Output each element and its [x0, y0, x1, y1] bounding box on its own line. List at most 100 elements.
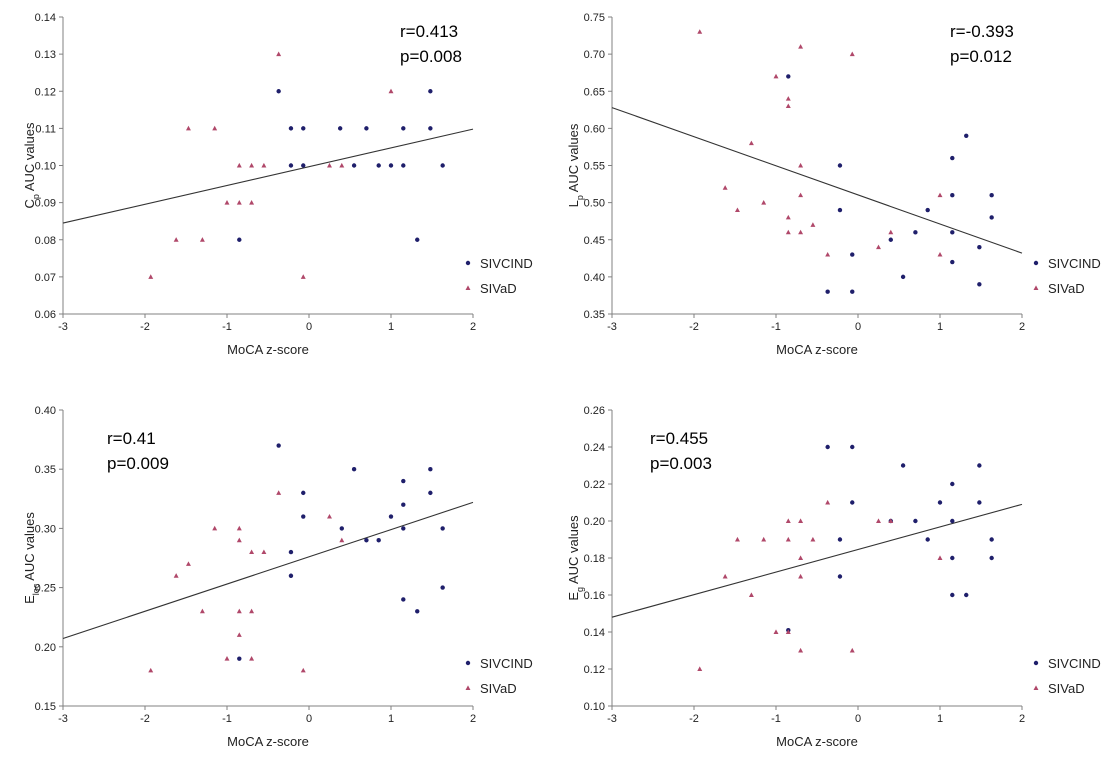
y-tick-label: 0.20 — [35, 642, 56, 654]
chart-panel-top-right: 0.350.400.450.500.550.600.650.700.75-3 -2… — [566, 12, 1101, 357]
x-tick-label: -1 — [771, 713, 781, 725]
point-sivcind — [377, 163, 381, 167]
y-axis-title: Eg AUC values — [566, 515, 585, 601]
x-axis-title: MoCA z-score — [776, 342, 858, 357]
point-sivcind — [364, 538, 368, 542]
point-sivad — [749, 592, 754, 597]
point-sivad — [798, 230, 803, 235]
x-tick-label: -1 — [222, 713, 232, 725]
point-sivcind — [301, 491, 305, 495]
point-sivcind — [301, 514, 305, 518]
stat-r: r=0.413 — [400, 22, 458, 41]
point-sivad — [389, 89, 394, 94]
point-sivad — [938, 555, 943, 560]
x-tick-label: 0 — [855, 713, 861, 725]
point-sivad — [786, 96, 791, 101]
point-sivcind — [825, 445, 829, 449]
x-tick-label: -1 — [771, 321, 781, 333]
y-tick-label: 0.11 — [35, 123, 56, 135]
point-sivcind — [428, 467, 432, 471]
point-sivad — [237, 632, 242, 637]
stat-r: r=-0.393 — [950, 22, 1014, 41]
y-tick-label: 0.10 — [584, 701, 605, 713]
point-sivad — [850, 52, 855, 57]
point-sivad — [786, 230, 791, 235]
point-sivad — [938, 252, 943, 257]
x-tick-label: -2 — [689, 321, 699, 333]
point-sivcind — [850, 252, 854, 256]
point-sivad — [200, 609, 205, 614]
point-sivcind — [401, 126, 405, 130]
point-sivad — [761, 200, 766, 205]
point-sivad — [810, 222, 815, 227]
point-sivcind — [989, 537, 993, 541]
point-sivcind — [977, 463, 981, 467]
point-sivcind — [950, 556, 954, 560]
point-sivcind — [338, 126, 342, 130]
point-sivad — [237, 609, 242, 614]
y-tick-label: 0.40 — [35, 405, 56, 417]
y-tick-label: 0.26 — [584, 405, 605, 417]
point-sivad — [237, 200, 242, 205]
point-sivcind — [237, 656, 241, 660]
point-sivad — [339, 538, 344, 543]
point-sivad — [825, 252, 830, 257]
point-sivcind — [913, 519, 917, 523]
point-sivcind — [977, 282, 981, 286]
x-tick-label: -2 — [689, 713, 699, 725]
y-tick-label: 0.35 — [584, 309, 605, 321]
point-sivad — [237, 538, 242, 543]
y-tick-label: 0.60 — [584, 123, 605, 135]
x-tick-label: 1 — [937, 321, 943, 333]
point-sivcind — [289, 574, 293, 578]
point-sivcind — [352, 163, 356, 167]
y-axis-title-rest: AUC values — [22, 512, 37, 584]
point-sivad — [148, 668, 153, 673]
point-sivad — [249, 549, 254, 554]
regression-line — [612, 504, 1022, 617]
x-tick-label: 2 — [1019, 713, 1025, 725]
y-axis-title-main: E — [22, 595, 37, 604]
point-sivcind — [401, 526, 405, 530]
point-sivad — [735, 207, 740, 212]
point-sivad — [174, 237, 179, 242]
point-sivcind — [850, 290, 854, 294]
point-sivcind — [926, 208, 930, 212]
y-tick-label: 0.16 — [584, 590, 605, 602]
point-sivcind — [989, 215, 993, 219]
point-sivcind — [838, 208, 842, 212]
figure: 0.06 0.07 0.08 0.09 0.10 0.11 0.12 0.13 0.14 -3 -2… — [0, 0, 1102, 764]
point-sivad — [798, 555, 803, 560]
point-sivad — [148, 274, 153, 279]
point-sivad — [761, 537, 766, 542]
y-axis-title-rest: AUC values — [566, 123, 581, 195]
point-sivad — [876, 245, 881, 250]
point-sivcind — [276, 89, 280, 93]
point-sivcind — [415, 238, 419, 242]
point-sivad — [786, 104, 791, 109]
point-sivcind — [415, 609, 419, 613]
regression-line — [63, 502, 473, 638]
point-sivcind — [440, 526, 444, 530]
x-tick-label: 0 — [855, 321, 861, 333]
point-sivad — [186, 126, 191, 131]
point-sivcind — [786, 74, 790, 78]
point-sivcind — [989, 193, 993, 197]
point-sivad — [735, 537, 740, 542]
point-sivad — [339, 163, 344, 168]
y-tick-label: 0.20 — [584, 516, 605, 528]
stat-r: r=0.455 — [650, 429, 708, 448]
x-axis-title: MoCA z-score — [776, 734, 858, 749]
legend-marker-sivcind — [466, 661, 470, 665]
point-sivcind — [428, 89, 432, 93]
point-sivcind — [850, 500, 854, 504]
y-tick-label: 0.18 — [584, 553, 605, 565]
y-tick-label: 0.65 — [584, 86, 605, 98]
point-sivad — [174, 573, 179, 578]
point-sivad — [212, 526, 217, 531]
point-sivcind — [977, 245, 981, 249]
point-sivad — [237, 163, 242, 168]
point-sivcind — [926, 537, 930, 541]
y-tick-label: 0.06 — [35, 309, 56, 321]
point-sivad — [261, 549, 266, 554]
